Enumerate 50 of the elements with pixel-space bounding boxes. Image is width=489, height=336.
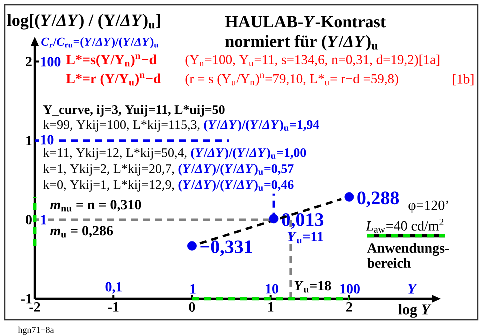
x-axis-title: log Y xyxy=(398,304,432,318)
y-tick-label: 1 xyxy=(26,136,32,146)
annotation: m$_{nu}$ = n = 0,310 xyxy=(50,200,142,212)
annotation: 100 xyxy=(340,284,360,294)
point xyxy=(188,241,197,251)
annotation: k=0, Ykij=1, L*kij=12,9, xyxy=(43,180,174,192)
annotation: L$_{aw}$=40 cd/m$^{2}$ xyxy=(366,219,444,233)
text: hgn71−8a xyxy=(18,326,54,336)
text: (Y/ΔY)/(Y/ΔY)$_{u}$=0,46 xyxy=(178,180,294,192)
annotation: L*=r (Y/Y$_{u}$)$^{n}$−d xyxy=(66,74,162,86)
text: (Y/ΔY)/(Y/ΔY)$_{u}$=0,57 xyxy=(178,164,294,176)
annotation: k=11, Ykij=12, L*kij=50,4, xyxy=(43,148,187,160)
annotation: 1 xyxy=(41,215,46,225)
data-label: 0,013 xyxy=(282,213,324,230)
x2-axis-title: Y xyxy=(408,284,418,294)
point xyxy=(344,192,354,202)
text: log[(Y/ΔY) / (Y/ΔY)$_{u}$] xyxy=(8,14,160,30)
x-tick-label: 0 xyxy=(189,302,196,312)
x-tick-label: -1 xyxy=(108,302,119,312)
annotation: k=1, Ykij=2, L*kij=20,7, xyxy=(43,164,174,176)
annotation: φ=120’ xyxy=(408,200,448,214)
text: Anwendungs-bereich xyxy=(367,243,450,268)
annotation: k=99, Ykij=100, L*kij=115,3, xyxy=(43,120,200,132)
text: (Y/ΔY)/(Y/ΔY)$_{u}$=1,94 xyxy=(204,120,320,132)
text: [1b] xyxy=(453,74,474,86)
text: (Y/ΔY)/(Y/ΔY)$_{u}$=1,00 xyxy=(191,148,306,160)
annotation: Y$_{u}$=18 xyxy=(294,281,332,293)
y-tick-label: 2 xyxy=(26,57,32,66)
annotation: L*=s(Y/Y$_{n}$)$^{n}$−d xyxy=(66,54,157,68)
y-tick-label: 0 xyxy=(26,215,32,225)
text: (r = s (Y$_{u}$/Y$_{n}$)$^{n}$=79,10, L*$_{u}$= r−d =59,8) xyxy=(186,74,398,86)
annotation: 1 xyxy=(190,284,196,294)
annotation: 0,1 xyxy=(106,282,122,294)
annotation: 10 xyxy=(41,135,54,145)
annotation: Y_curve, ij=3, Yuij=11, L*uij=50 xyxy=(43,105,225,117)
text: C$_{r}$/C$_{ru}$=(Y/ΔY)/(Y/ΔY)$_{u}$ xyxy=(42,38,158,48)
annotation: Y$_{u}$=11 xyxy=(288,232,324,244)
annotation: 100 xyxy=(41,57,61,67)
data-label: −0,331 xyxy=(200,240,252,256)
x-tick-label: 1 xyxy=(268,302,274,312)
x-tick-label: -2 xyxy=(30,302,40,312)
y-tick-label: -1 xyxy=(21,294,32,304)
x-tick-label: 2 xyxy=(346,302,352,312)
annotation: m$_{u}$ = 0,286 xyxy=(50,226,114,238)
chart-subtitle: normiert für (Y/ΔY)$_{u}$ xyxy=(226,35,378,51)
annotation: 10 xyxy=(266,284,278,294)
point xyxy=(269,214,279,224)
chart-title: HAULAB-Y-Kontrast xyxy=(226,16,386,28)
data-label: 0,288 xyxy=(358,192,400,208)
annotation: (Y$_{n}$=100, Y$_{u}$=11, s=134,6, n=0,31, d=19,2)[1a] xyxy=(186,54,440,68)
